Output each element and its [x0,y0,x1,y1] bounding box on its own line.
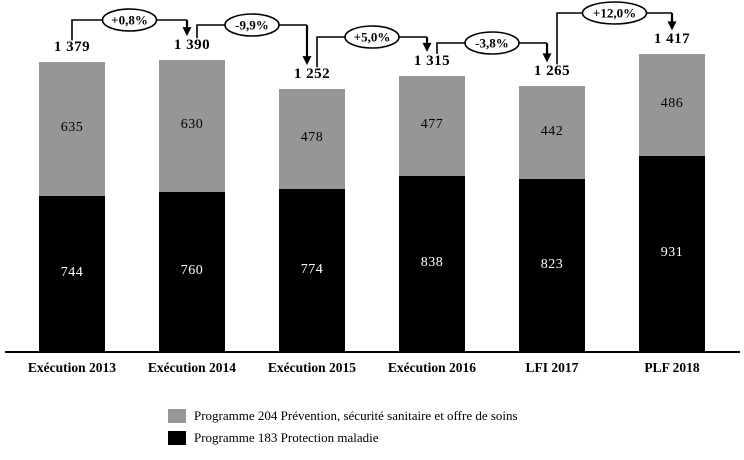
bar-value-label: 744 [60,264,84,280]
legend-swatch-programme-204 [168,409,186,423]
x-axis-label: Exécution 2015 [267,360,357,375]
x-axis-line [5,351,740,353]
bar-segment-programme-183 [39,195,105,352]
bar-segment-programme-204 [639,54,705,157]
change-badge-ellipse [344,25,400,49]
bar-value-label: 635 [60,120,84,136]
arrow-down-icon [182,27,192,37]
legend-label: Programme 183 Protection maladie [194,430,379,445]
bar-value-label: 477 [420,116,444,132]
bar-value-label: 486 [660,96,684,112]
legend-swatch-programme-183 [168,431,186,445]
bar-value-label: 630 [180,117,204,133]
bar-segment-programme-183 [279,189,345,352]
bar-segment-programme-204 [159,60,225,193]
arrow-down-icon [667,21,677,31]
bar-segment-programme-183 [519,179,585,352]
arrow-down-icon [302,56,312,66]
x-axis-label: Exécution 2016 [387,360,477,375]
change-badge-ellipse [464,31,520,55]
bar-value-label: 442 [540,123,564,139]
change-badge-label: -9,9% [235,18,269,33]
x-axis-label: LFI 2017 [525,360,579,375]
arrow-down-icon [542,53,552,63]
bar-total-label: 1 315 [413,52,451,69]
bar-segment-programme-204 [519,86,585,180]
change-badge-label: +5,0% [354,30,391,45]
bar-value-label: 774 [300,261,324,277]
bar-total-label: 1 417 [653,31,691,48]
change-badge-ellipse [224,13,280,37]
change-badge-ellipse [581,1,648,25]
bar-value-label: 478 [300,130,324,146]
bar-segment-programme-183 [399,176,465,352]
bar-segment-programme-204 [399,75,465,176]
change-badge-label: +0,8% [111,13,148,28]
bar-value-label: 931 [660,245,684,261]
change-badge-label: +12,0% [593,6,636,21]
bar-total-label: 1 390 [173,37,211,54]
bar-segment-programme-183 [639,156,705,352]
arrow-down-icon [422,42,432,52]
bar-total-label: 1 379 [53,39,91,56]
bar-value-label: 823 [540,256,564,272]
bar-value-label: 838 [420,255,444,270]
bar-value-label: 760 [180,263,204,279]
legend-label: Programme 204 Prévention, sécurité sanit… [194,408,518,423]
bar-segment-programme-183 [159,192,225,352]
change-badge-ellipse [101,8,158,32]
x-axis-label: Exécution 2014 [147,360,237,375]
legend: Programme 204 Prévention, sécurité sanit… [168,405,518,449]
bar-segment-programme-204 [39,62,105,196]
x-axis-label: PLF 2018 [644,360,700,375]
x-axis-label: Exécution 2013 [27,360,117,375]
bar-total-label: 1 265 [533,63,571,80]
change-badge-label: -3,8% [475,36,509,51]
bar-segment-programme-204 [279,89,345,190]
legend-item: Programme 183 Protection maladie [168,427,518,449]
legend-item: Programme 204 Prévention, sécurité sanit… [168,405,518,427]
bar-total-label: 1 252 [293,66,331,83]
